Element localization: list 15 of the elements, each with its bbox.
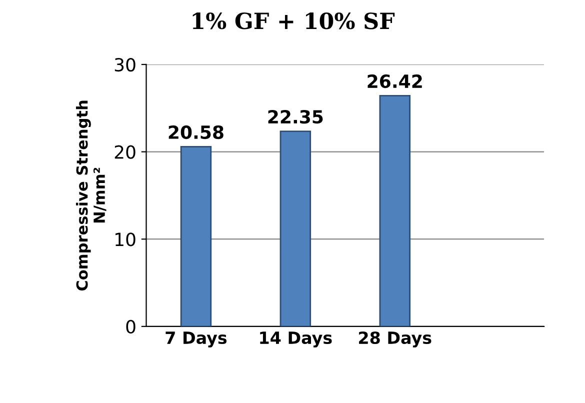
- y-axis-title: Compressive Strength N/mm²: [76, 100, 106, 291]
- y-tick-label: 30: [114, 58, 136, 72]
- data-label: 20.58: [168, 125, 224, 140]
- data-label: 26.42: [368, 74, 422, 88]
- bar: [280, 130, 312, 326]
- chart-title: 1% GF + 10% SF: [192, 12, 395, 30]
- x-tick-label: 7 Days: [166, 332, 227, 348]
- data-label: 22.35: [268, 110, 323, 124]
- y-tick-label: 10: [116, 232, 136, 246]
- y-tick-label: 0: [126, 320, 136, 334]
- bar: [379, 95, 410, 326]
- x-tick-label: 14 Days: [260, 332, 332, 348]
- bar: [180, 146, 212, 326]
- y-tick-label: 20: [114, 145, 136, 159]
- x-tick-label: 28 Days: [359, 331, 432, 348]
